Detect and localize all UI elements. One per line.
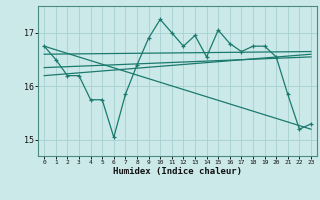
X-axis label: Humidex (Indice chaleur): Humidex (Indice chaleur): [113, 167, 242, 176]
